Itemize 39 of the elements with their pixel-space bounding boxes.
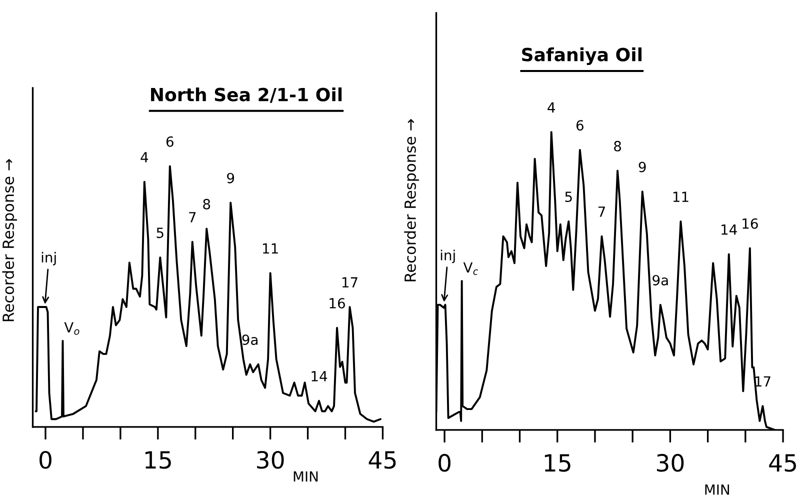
annotation: 6	[166, 136, 174, 147]
annotation: 14	[722, 224, 737, 235]
y-axis-title: Recorder Response →	[404, 119, 419, 282]
annotation: 17	[342, 277, 358, 288]
annotation: 9	[227, 172, 234, 184]
annotation: 5	[565, 192, 572, 202]
annotation: 7	[189, 212, 196, 222]
annotation: V$_{c}$	[463, 262, 478, 275]
x-tick-label: 30	[257, 450, 284, 469]
annotation: 16	[330, 298, 345, 308]
annotation: 9	[638, 162, 646, 172]
x-tick-label: 0	[40, 450, 52, 469]
annotation: 4	[548, 102, 555, 113]
chart-title: North Sea 2/1-1 Oil	[151, 87, 342, 103]
annotation: 14	[312, 371, 328, 382]
x-tick-label: 30	[656, 454, 684, 472]
y-axis-title: Recorder Response →	[2, 159, 18, 322]
annotation: 8	[614, 140, 622, 152]
annotation: 9a	[242, 334, 258, 345]
x-tick-label: 15	[544, 454, 570, 472]
x-tick-label: 45	[769, 454, 796, 472]
annotation: 7	[598, 206, 605, 217]
annotation: 9a	[652, 274, 668, 286]
annotation: inj	[440, 250, 455, 264]
x-axis-title: MIN	[705, 484, 730, 495]
annotation: 6	[576, 120, 584, 131]
x-tick-label: 0	[438, 454, 450, 472]
x-tick-label: 15	[145, 451, 171, 469]
annotation: 8	[203, 198, 210, 210]
chart-title: Safaniya Oil	[522, 47, 642, 66]
annotation: 4	[140, 152, 148, 162]
x-tick-label: 45	[368, 451, 396, 469]
x-axis-title: MIN	[294, 471, 318, 482]
annotation: 5	[156, 228, 164, 238]
annotation: 16	[742, 218, 758, 229]
annotation: 11	[673, 192, 688, 202]
annotation: 11	[263, 243, 278, 254]
annotation: V$_{o}$	[64, 322, 80, 335]
annotation: inj	[42, 252, 56, 266]
